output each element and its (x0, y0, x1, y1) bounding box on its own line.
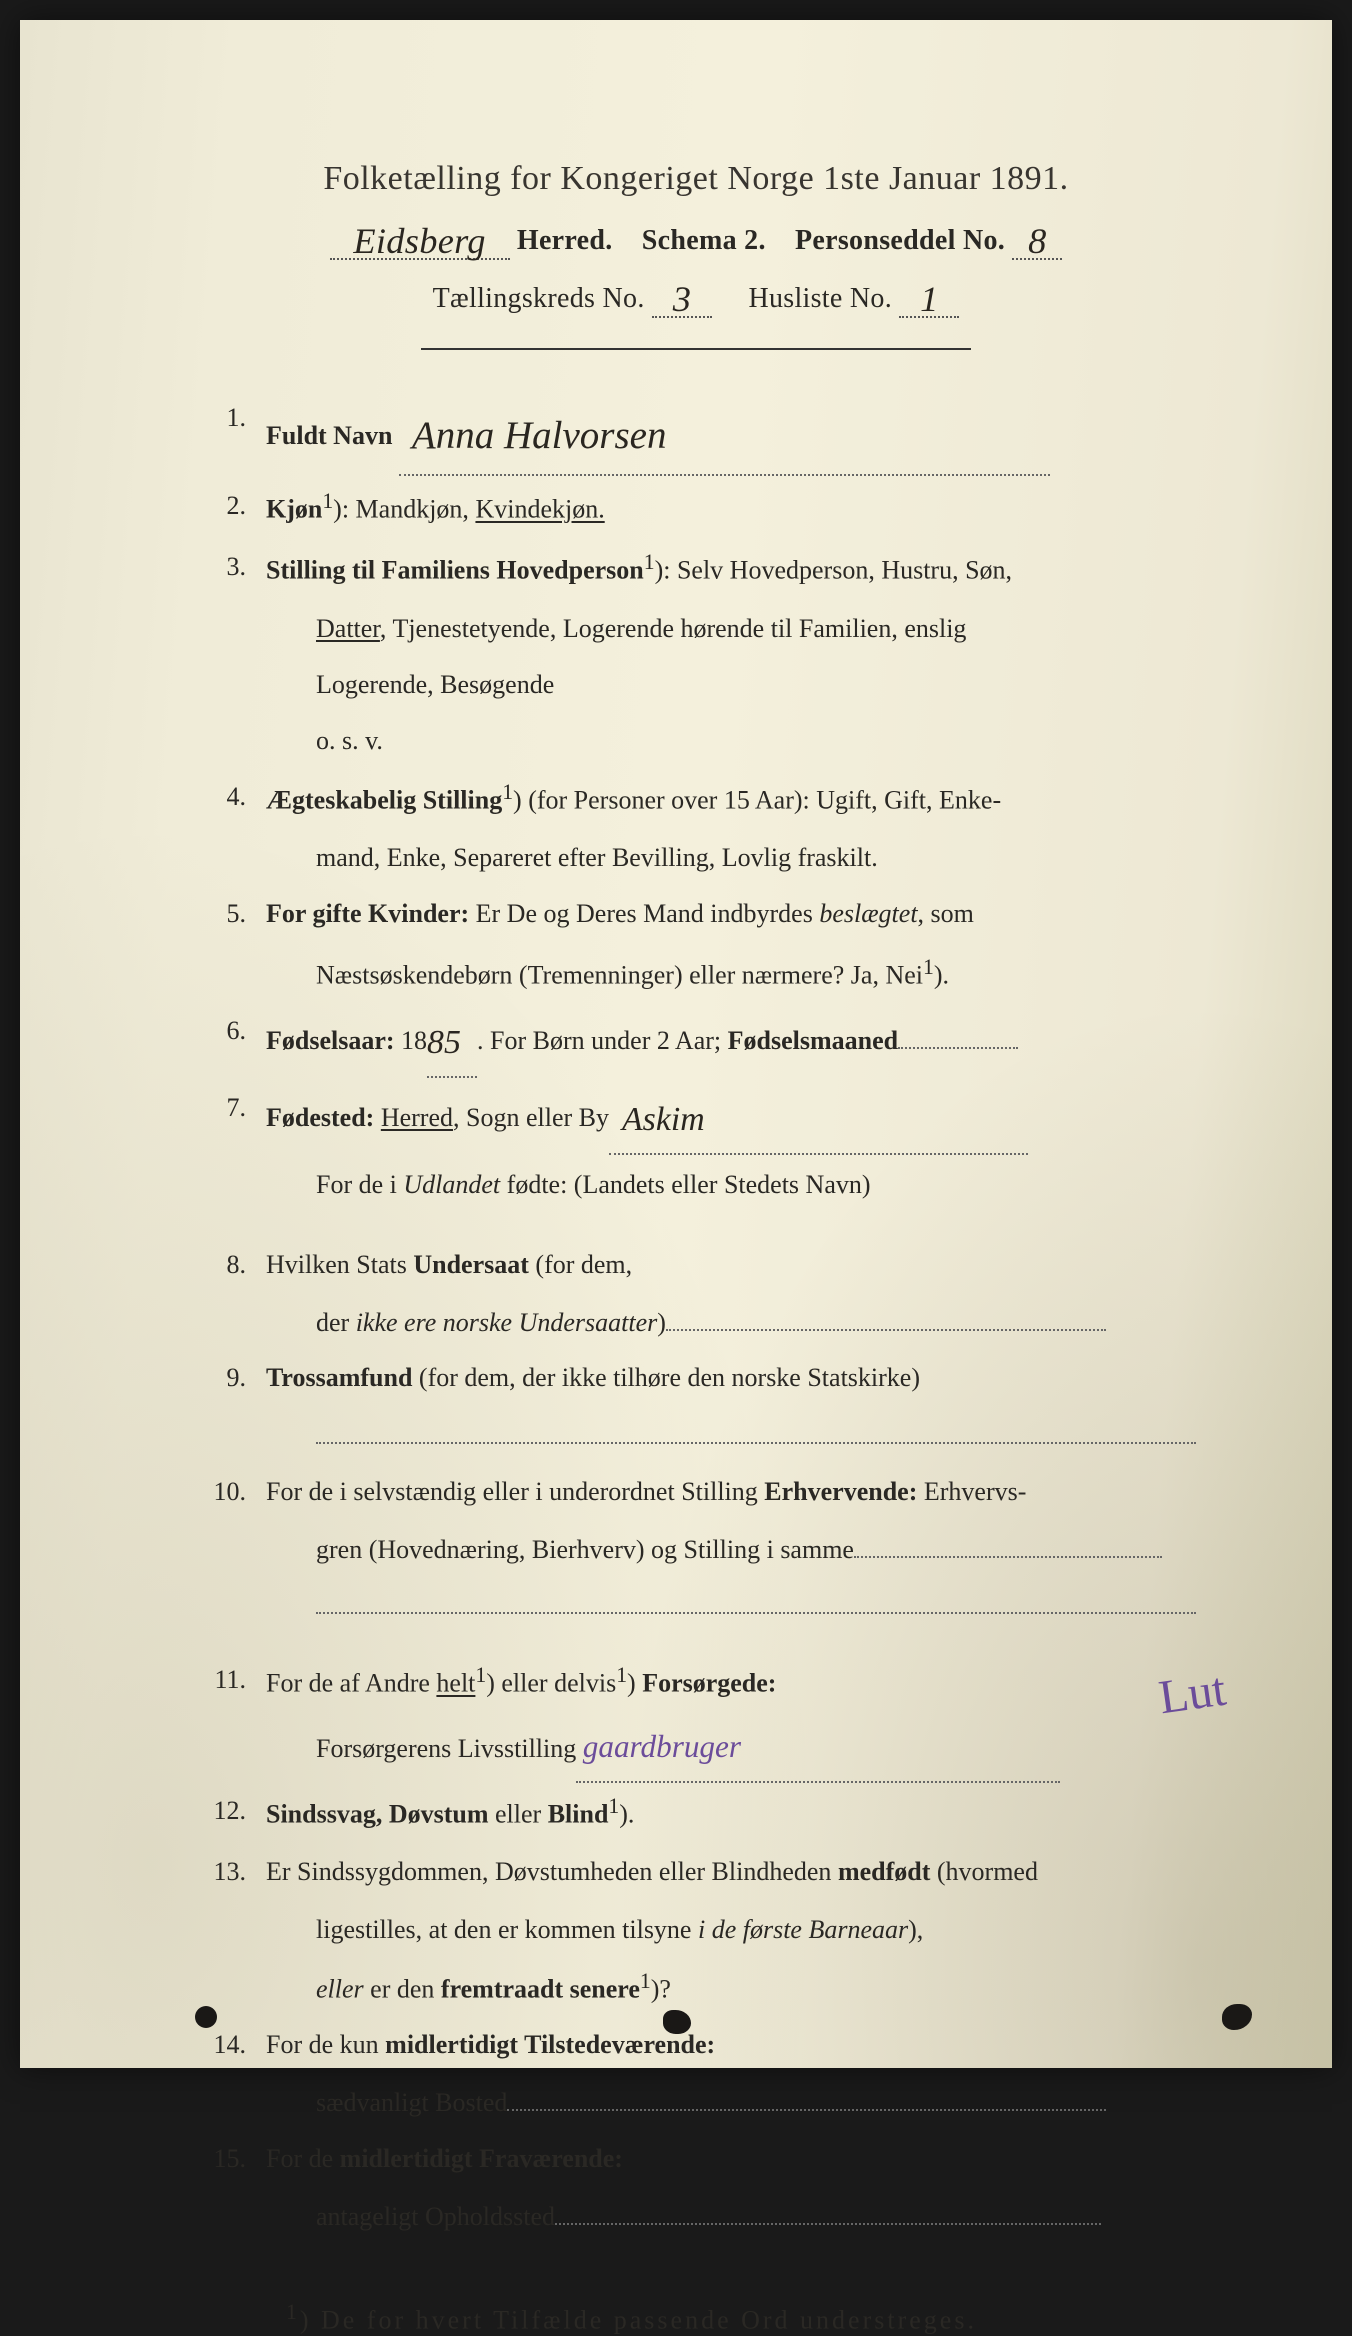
q13-cont1: ligestilles, at den er kommen tilsyne i … (196, 1902, 1196, 1958)
ink-blot-icon (1222, 2004, 1252, 2030)
q1-field: Anna Halvorsen (399, 390, 1050, 476)
q3-cont2: Logerende, Besøgende (196, 657, 1196, 713)
herred-value: Eidsberg (353, 221, 485, 261)
q1-label: Fuldt Navn (266, 421, 392, 450)
q7-cont: For de i Udlandet fødte: (Landets eller … (196, 1157, 1196, 1213)
husliste-value: 1 (920, 279, 939, 319)
q1-value: Anna Halvorsen (412, 414, 667, 457)
num-7: 7. (196, 1080, 266, 1136)
num-1: 1. (196, 390, 266, 446)
num-3: 3. (196, 539, 266, 595)
item-7: 7. Fødested: Herred, Sogn eller By Askim (196, 1080, 1196, 1155)
item-13: 13. Er Sindssygdommen, Døvstumheden elle… (196, 1844, 1196, 1900)
q6-year-field: 85 (427, 1003, 477, 1078)
husliste-label: Husliste No. (748, 283, 892, 314)
schema-label: Schema 2. (642, 225, 766, 256)
item-3: 3. Stilling til Familiens Hovedperson1):… (196, 539, 1196, 599)
num-9: 9. (196, 1350, 266, 1406)
q9-dots (196, 1408, 1196, 1464)
item-15: 15. For de midlertidigt Fraværende: (196, 2131, 1196, 2187)
kreds-field: 3 (652, 274, 712, 318)
footnote: 1) De for hvert Tilfælde passende Ord un… (196, 2300, 1196, 2336)
q2-selected: Kvindekjøn. (475, 495, 604, 524)
form-questions: 1. Fuldt Navn Anna Halvorsen 2. Kjøn1): … (196, 390, 1196, 2245)
num-8: 8. (196, 1237, 266, 1293)
item-9: 9. Trossamfund (for dem, der ikke tilhør… (196, 1350, 1196, 1406)
husliste-field: 1 (899, 274, 959, 318)
q7-label: Fødested: (266, 1103, 381, 1132)
q5-label: For gifte Kvinder: (266, 899, 469, 928)
herred-label: Herred. (517, 225, 613, 256)
q10-cont: gren (Hovednæring, Bierhverv) og Stillin… (196, 1522, 1196, 1578)
item-11: 11. For de af Andre helt1) eller delvis1… (196, 1652, 1196, 1712)
ink-blot-icon (663, 2010, 691, 2034)
num-12: 12. (196, 1783, 266, 1839)
header-row-1: Eidsberg Herred. Schema 2. Personseddel … (196, 216, 1196, 260)
item-8: 8. Hvilken Stats Undersaat (for dem, (196, 1237, 1196, 1293)
main-title: Folketælling for Kongeriget Norge 1ste J… (196, 160, 1196, 198)
item-2: 2. Kjøn1): Mandkjøn, Kvindekjøn. (196, 478, 1196, 538)
q3-cont1: Datter, Tjenestetyende, Logerende hørend… (196, 601, 1196, 657)
personseddel-value: 8 (1028, 221, 1047, 261)
item-12: 12. Sindssvag, Døvstum eller Blind1). (196, 1783, 1196, 1843)
q2-label: Kjøn (266, 495, 322, 524)
q3-label: Stilling til Familiens Hovedperson (266, 556, 644, 585)
num-6: 6. (196, 1003, 266, 1059)
q11-margin-note: Lut (1152, 1638, 1232, 1749)
personseddel-label: Personseddel No. (795, 225, 1005, 256)
header-divider (421, 348, 971, 350)
form-content: Folketælling for Kongeriget Norge 1ste J… (196, 160, 1196, 2336)
q7-field: Askim (609, 1080, 1028, 1155)
q6-label: Fødselsaar: (266, 1026, 401, 1055)
q15-cont: antageligt Opholdssted (196, 2189, 1196, 2245)
ink-blot-icon (195, 2006, 217, 2028)
num-4: 4. (196, 769, 266, 825)
item-4: 4. Ægteskabelig Stilling1) (for Personer… (196, 769, 1196, 829)
item-6: 6. Fødselsaar: 1885. For Børn under 2 Aa… (196, 1003, 1196, 1078)
q11-cont: Forsørgerens Livsstilling gaardbruger (196, 1713, 1196, 1782)
q5-cont: Næstsøskendebørn (Tremenninger) eller næ… (196, 944, 1196, 1004)
q8-cont: der ikke ere norske Undersaatter) (196, 1295, 1196, 1351)
q4-label: Ægteskabelig Stilling (266, 785, 502, 814)
num-5: 5. (196, 886, 266, 942)
num-13: 13. (196, 1844, 266, 1900)
kreds-value: 3 (673, 279, 692, 319)
item-14: 14. For de kun midlertidigt Tilstedevære… (196, 2017, 1196, 2073)
q4-cont: mand, Enke, Separeret efter Bevilling, L… (196, 830, 1196, 886)
personseddel-field: 8 (1012, 216, 1062, 260)
num-10: 10. (196, 1464, 266, 1520)
herred-field: Eidsberg (330, 216, 510, 260)
census-form-page: Folketælling for Kongeriget Norge 1ste J… (20, 20, 1332, 2068)
item-10: 10. For de i selvstændig eller i underor… (196, 1464, 1196, 1520)
q10-dots (196, 1578, 1196, 1634)
num-11: 11. (196, 1652, 266, 1708)
kreds-label: Tællingskreds No. (433, 283, 645, 314)
item-1: 1. Fuldt Navn Anna Halvorsen (196, 390, 1196, 476)
header-row-2: Tællingskreds No. 3 Husliste No. 1 (196, 274, 1196, 318)
q13-cont2: eller er den fremtraadt senere1)? (196, 1958, 1196, 2018)
num-2: 2. (196, 478, 266, 534)
num-15: 15. (196, 2131, 266, 2187)
item-5: 5. For gifte Kvinder: Er De og Deres Man… (196, 886, 1196, 942)
q14-cont: sædvanligt Bosted (196, 2075, 1196, 2131)
q3-cont3: o. s. v. (196, 713, 1196, 769)
